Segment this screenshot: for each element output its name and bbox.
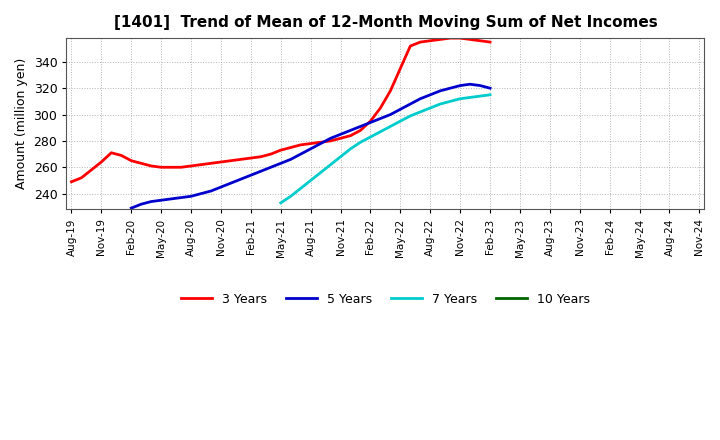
Legend: 3 Years, 5 Years, 7 Years, 10 Years: 3 Years, 5 Years, 7 Years, 10 Years (176, 288, 595, 311)
Title: [1401]  Trend of Mean of 12-Month Moving Sum of Net Incomes: [1401] Trend of Mean of 12-Month Moving … (114, 15, 657, 30)
Y-axis label: Amount (million yen): Amount (million yen) (15, 58, 28, 189)
